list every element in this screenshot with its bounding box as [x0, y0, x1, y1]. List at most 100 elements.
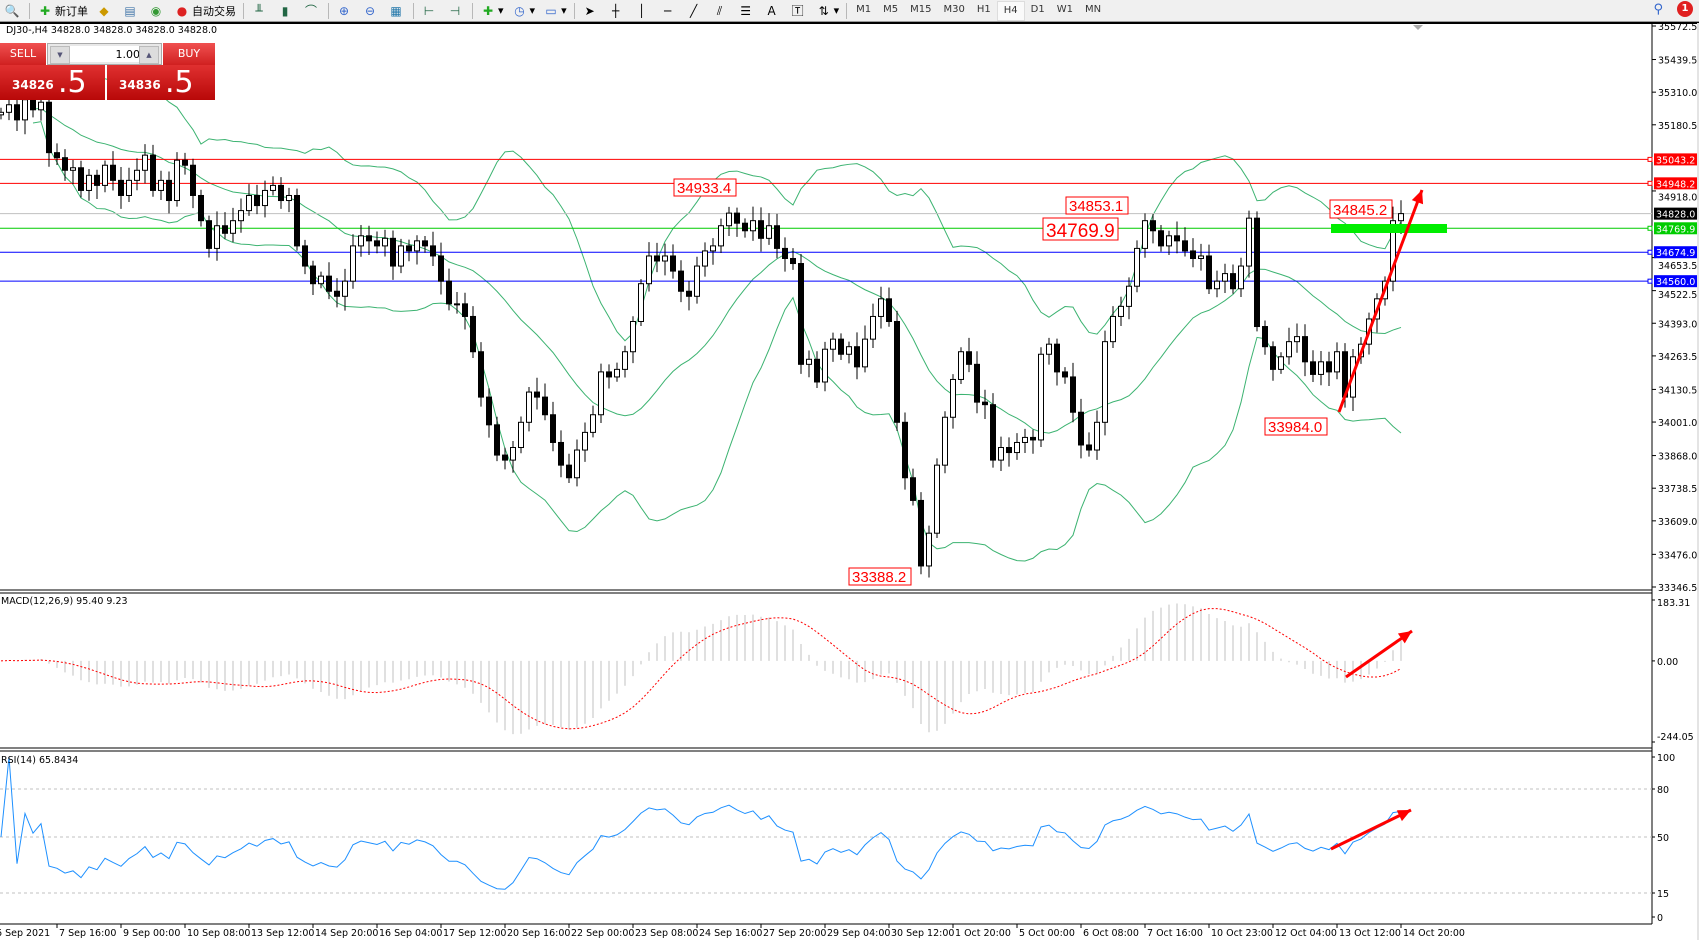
text-button[interactable]: A	[760, 1, 786, 21]
candle-body	[406, 245, 412, 252]
cursor-button[interactable]: ➤	[578, 1, 604, 21]
candle	[158, 170, 164, 201]
zoom-tool-button[interactable]: 🔍	[0, 1, 26, 21]
window-edge	[1697, 23, 1699, 940]
candle-body	[414, 240, 420, 252]
candle-body	[302, 245, 308, 267]
signal-icon: ◉	[150, 3, 162, 18]
toolbar-separator	[243, 2, 244, 19]
candle	[1086, 432, 1092, 457]
horizontal-line-price-label: 35043.2	[1656, 155, 1695, 166]
candle	[974, 351, 980, 414]
candle-body	[798, 263, 804, 365]
line-chart-button[interactable]: ⌒	[299, 1, 325, 21]
candle	[846, 341, 852, 364]
candle	[1150, 214, 1156, 244]
signal-button[interactable]: ◉	[144, 1, 170, 21]
trendline-button[interactable]: ╱	[682, 1, 708, 21]
sell-button[interactable]: SELL	[0, 43, 46, 65]
current-price-label: 34828.0	[1656, 210, 1695, 221]
candlestick-button[interactable]: ▮	[273, 1, 299, 21]
fibonacci-button[interactable]: ☰	[734, 1, 760, 21]
candle-body	[1126, 285, 1132, 307]
buy-price-button[interactable]: 34836 .5	[107, 65, 215, 100]
time-tick-label: 29 Sep 04:00	[827, 928, 890, 939]
candle-body	[494, 424, 500, 456]
timeframe-d1-button[interactable]: D1	[1030, 3, 1045, 15]
notifications-badge[interactable]: 1	[1677, 1, 1693, 17]
chart-shift-marker	[1413, 25, 1423, 30]
text-label-button[interactable]: 🅃	[786, 1, 812, 21]
candle	[470, 306, 476, 359]
candle	[1326, 351, 1332, 387]
candle-body	[774, 225, 780, 249]
new-order-button[interactable]: ✚ 新订单	[33, 1, 92, 21]
sell-price-main: 34826	[12, 78, 54, 92]
candle-body	[46, 101, 52, 154]
time-tick-label: 9 Sep 00:00	[123, 928, 180, 939]
candle	[1318, 350, 1324, 386]
candle-body	[1278, 356, 1284, 370]
horizontal-line-price-tag	[1654, 153, 1697, 166]
candle-body	[1286, 341, 1292, 358]
timeframe-h4-button[interactable]: H4	[996, 0, 1025, 21]
candle-body	[118, 179, 124, 196]
timeframe-m15-button[interactable]: M15	[910, 3, 932, 15]
buy-price-fraction: .5	[165, 65, 194, 100]
lot-increase-button[interactable]: ▲	[139, 46, 159, 64]
candle-body	[758, 220, 764, 239]
market-button[interactable]: ▤	[118, 1, 144, 21]
rsi-tick-label: 50	[1657, 833, 1669, 844]
horizontal-line-button[interactable]: ─	[656, 1, 682, 21]
indicators-button[interactable]: ✚ ▾	[476, 1, 508, 21]
candle	[78, 160, 84, 198]
vertical-line-icon: │	[637, 3, 646, 18]
trend-arrow-rsi	[1330, 808, 1412, 851]
timeframe-m30-button[interactable]: M30	[943, 3, 965, 15]
candle-body	[238, 210, 244, 222]
sell-price-button[interactable]: 34826 .5	[0, 65, 105, 100]
crosshair-button[interactable]: ┼	[604, 1, 630, 21]
periods-button[interactable]: ◷ ▾	[508, 1, 540, 21]
buy-button[interactable]: BUY	[163, 43, 215, 65]
zoom-in-button[interactable]: ⊕	[332, 1, 358, 21]
timeframe-m5-button[interactable]: M5	[883, 3, 899, 15]
equidistant-channel-button[interactable]: ⫽	[708, 1, 734, 21]
candle-body	[910, 477, 916, 501]
timeframe-h1-button[interactable]: H1	[976, 3, 991, 15]
candle-body	[1262, 326, 1268, 348]
bar-chart-button[interactable]: ╨	[247, 1, 273, 21]
candle-body	[22, 99, 28, 121]
autoscroll-button[interactable]: ⊢	[417, 1, 443, 21]
zoom-out-button[interactable]: ⊖	[358, 1, 384, 21]
lot-input[interactable]	[70, 46, 142, 62]
history-button[interactable]: ◆	[92, 1, 118, 21]
templates-button[interactable]: ▭ ▾	[539, 1, 571, 21]
candle-body	[6, 104, 12, 113]
price-annotation-box	[848, 567, 912, 586]
equidistant-channel-icon: ⫽	[716, 3, 723, 18]
candle-body	[0, 111, 4, 116]
chart-shift-button[interactable]: ⊣	[443, 1, 469, 21]
candle-body	[174, 159, 180, 202]
timeframe-mn-button[interactable]: MN	[1084, 3, 1102, 15]
candle	[438, 242, 444, 295]
candle	[926, 525, 932, 578]
candle	[558, 430, 564, 478]
timeframe-m1-button[interactable]: M1	[856, 3, 872, 15]
price-tick-label: 34001.0	[1658, 418, 1697, 429]
auto-trading-button[interactable]: ● 自动交易	[170, 1, 240, 21]
lot-decrease-button[interactable]: ▼	[50, 46, 70, 64]
candle-body	[1166, 235, 1172, 247]
text-label-icon: 🅃	[791, 3, 804, 18]
search-icon[interactable]: ⚲	[1653, 1, 1663, 17]
tile-windows-button[interactable]: ▦	[384, 1, 410, 21]
vertical-line-button[interactable]: │	[630, 1, 656, 21]
candle-body	[526, 391, 532, 423]
candle-body	[630, 320, 636, 353]
candle	[406, 239, 412, 262]
timeframe-w1-button[interactable]: W1	[1056, 3, 1073, 15]
arrows-button[interactable]: ⇅ ▾	[812, 1, 844, 21]
candle-body	[254, 194, 260, 207]
